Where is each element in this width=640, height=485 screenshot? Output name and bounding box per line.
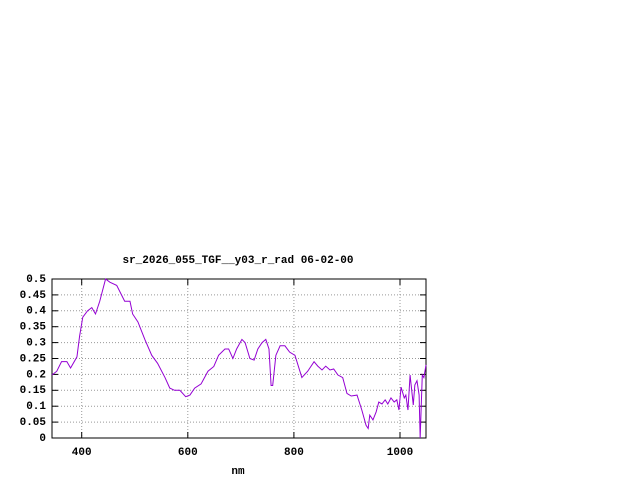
- x-axis-label: nm: [231, 466, 245, 478]
- y-tick-label: 0.5: [26, 274, 46, 286]
- plot-frame: [51, 278, 427, 439]
- x-tick-label: 800: [284, 447, 304, 459]
- data-line: [51, 278, 427, 439]
- chart-title: sr_2026_055_TGF__y03_r_rad 06-02-00: [122, 255, 353, 267]
- y-tick-label: 0.15: [20, 385, 47, 397]
- x-tick-label: 400: [72, 447, 92, 459]
- y-tick-label: 0.25: [20, 353, 47, 365]
- x-tick-label: 1000: [387, 447, 413, 459]
- y-tick-label: 0.3: [26, 338, 46, 350]
- x-tick-label: 600: [178, 447, 198, 459]
- y-tick-label: 0.45: [20, 290, 47, 302]
- y-tick-label: 0.1: [26, 401, 46, 413]
- y-tick-label: 0.2: [26, 369, 46, 381]
- y-tick-label: 0.4: [26, 306, 46, 318]
- y-tick-label: 0: [39, 433, 46, 445]
- y-tick-label: 0.35: [20, 322, 47, 334]
- y-tick-label: 0.05: [20, 417, 47, 429]
